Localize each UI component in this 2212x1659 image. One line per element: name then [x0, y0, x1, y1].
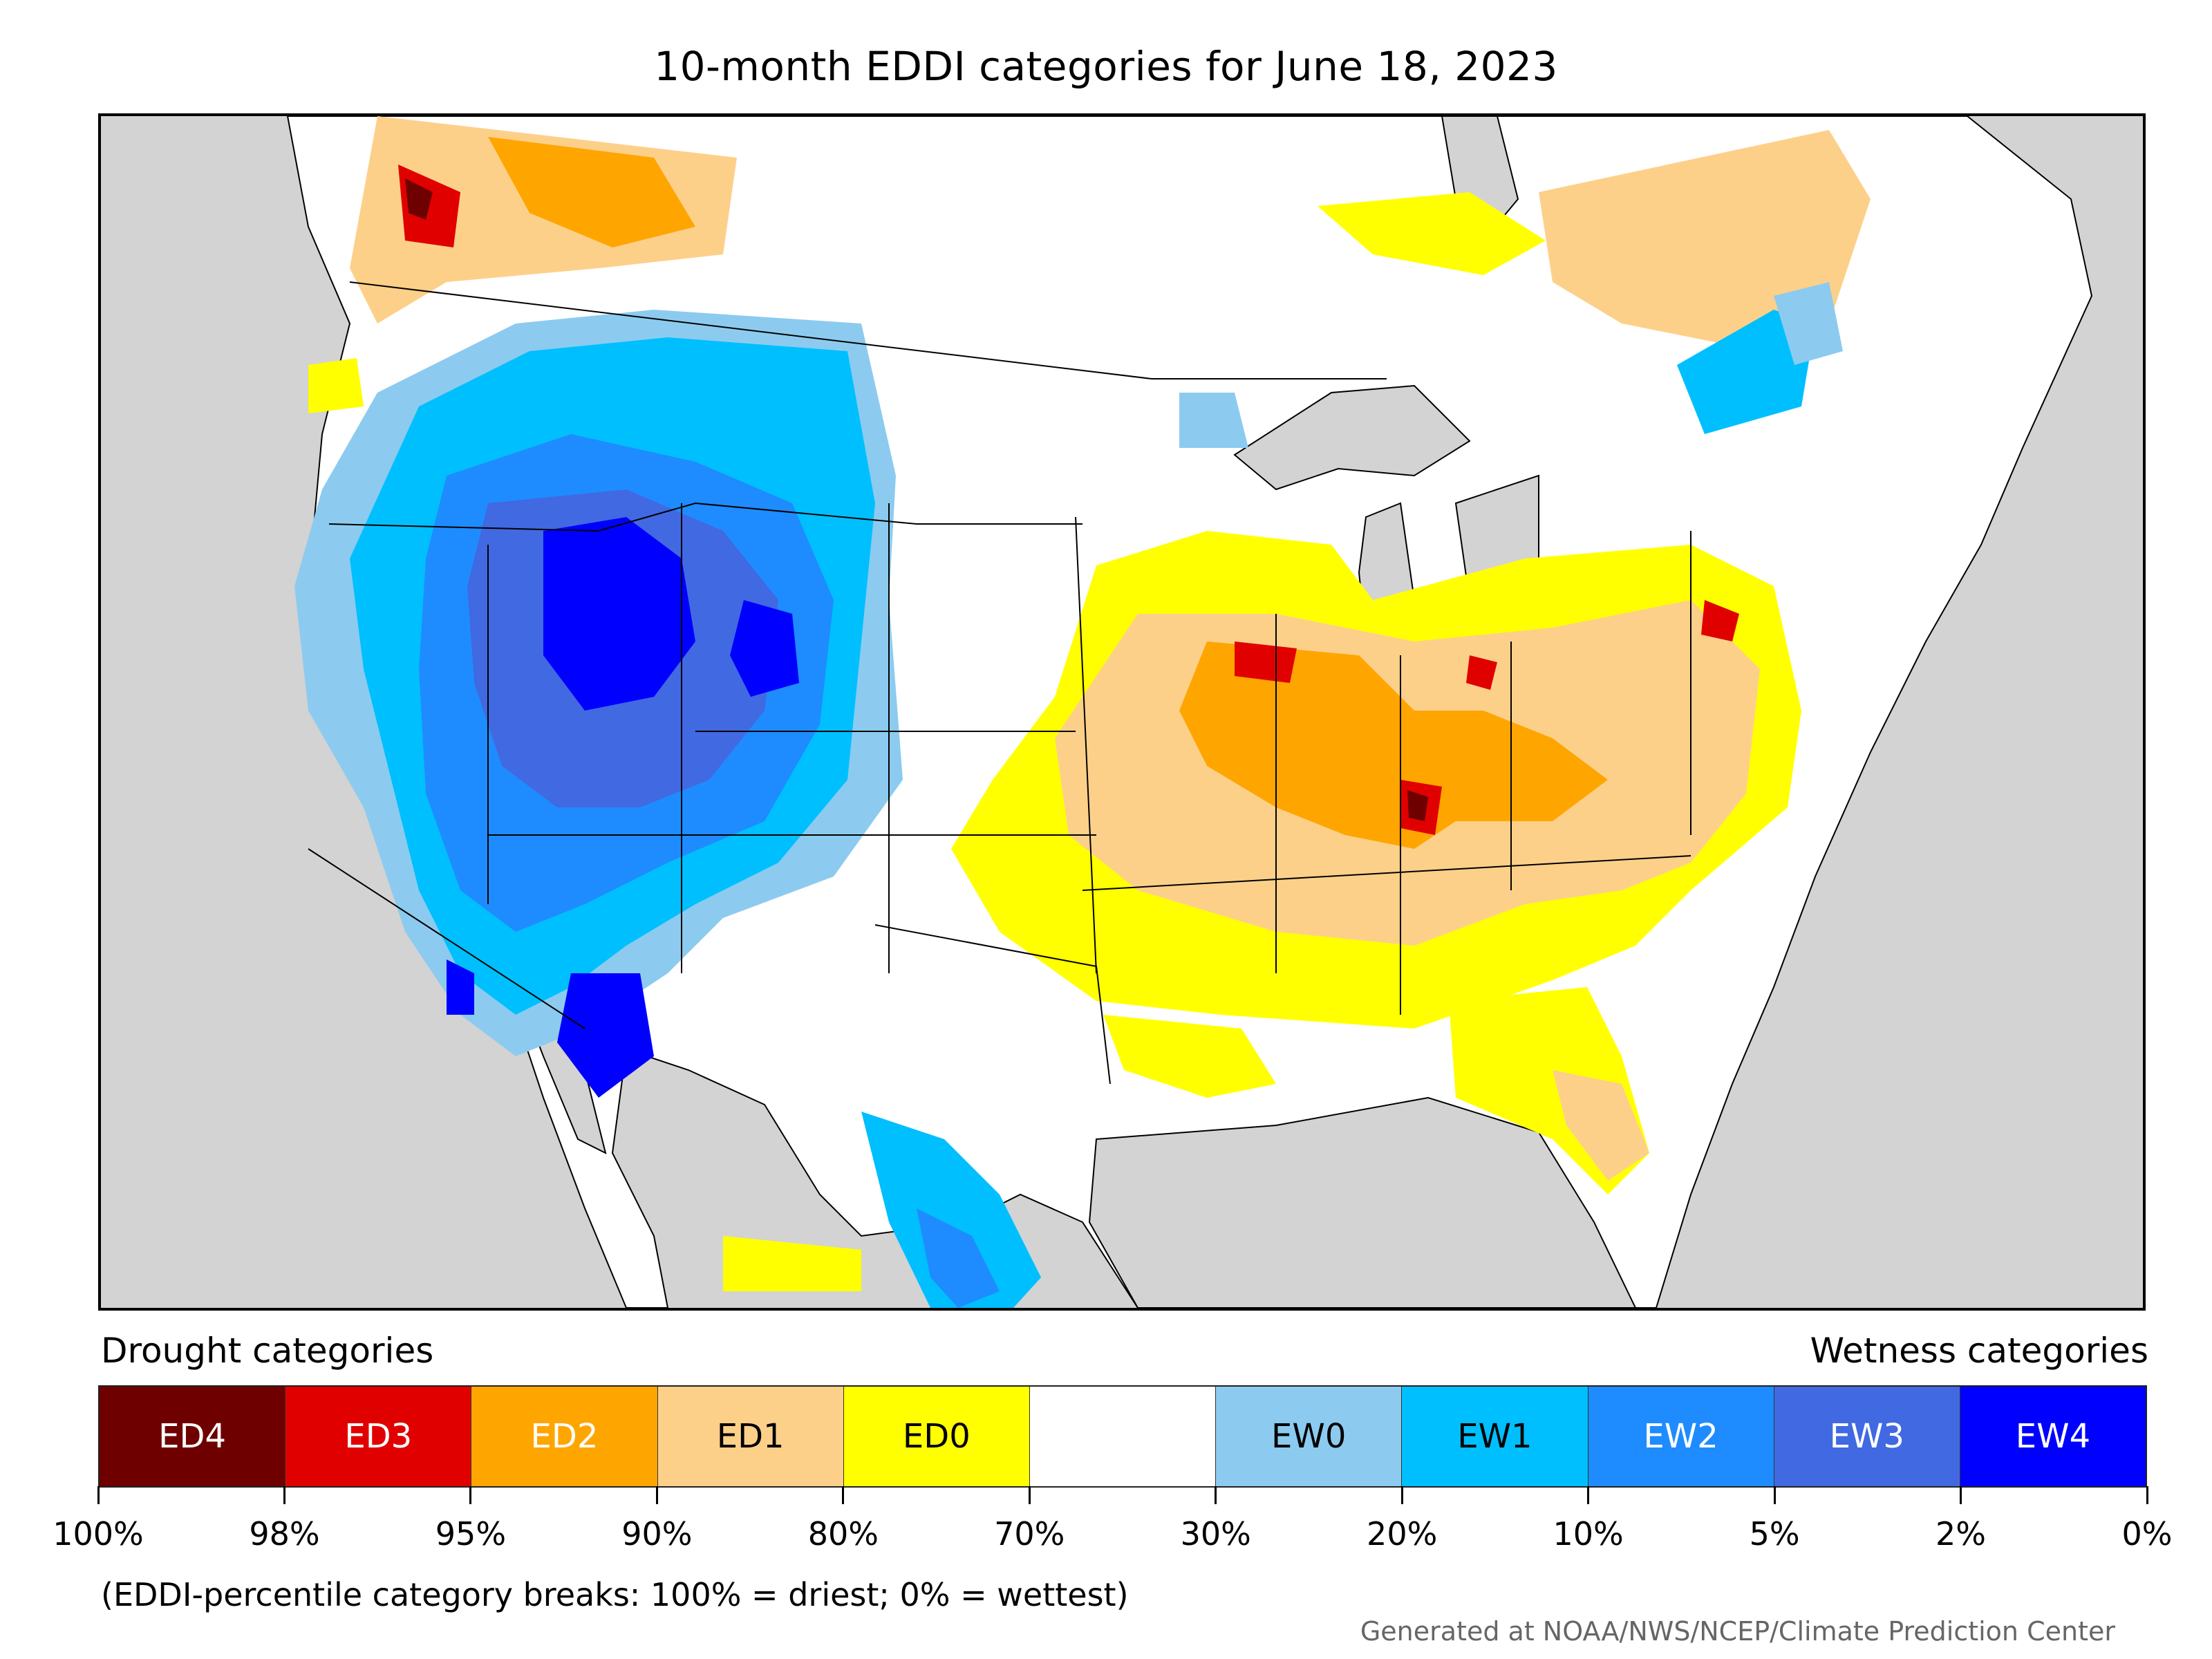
wetness-regions	[294, 282, 1843, 1308]
tick-label: 80%	[807, 1515, 879, 1553]
drought-categories-heading: Drought categories	[101, 1331, 434, 1371]
tick-mark	[1215, 1486, 1217, 1504]
category-breaks-note: (EDDI-percentile category breaks: 100% =…	[101, 1576, 1129, 1613]
tick-label: 90%	[621, 1515, 693, 1553]
legend-category-ed1: ED1	[657, 1387, 844, 1486]
tick-label: 100%	[53, 1515, 144, 1553]
tick-mark	[1400, 1486, 1403, 1504]
drought-regions	[308, 116, 1871, 1291]
tick-mark	[1773, 1486, 1776, 1504]
tick-mark	[1587, 1486, 1590, 1504]
map-title: 10-month EDDI categories for June 18, 20…	[654, 43, 1558, 90]
tick-mark	[1028, 1486, 1031, 1504]
boundary-lines	[308, 281, 1691, 1085]
legend-category-ed2: ED2	[471, 1387, 658, 1486]
gulf-of-mexico	[1088, 1096, 1637, 1308]
tick-mark	[655, 1486, 658, 1504]
legend-category-ew4: EW4	[1960, 1387, 2146, 1486]
wetness-categories-heading: Wetness categories	[1810, 1331, 2148, 1371]
legend-category-ew2: EW2	[1588, 1387, 1774, 1486]
tick-label: 20%	[1367, 1515, 1438, 1553]
tick-label: 95%	[435, 1515, 507, 1553]
legend-category-ew1: EW1	[1402, 1387, 1588, 1486]
tick-mark	[283, 1486, 285, 1504]
tick-label: 0%	[2121, 1515, 2173, 1553]
tick-label: 2%	[1936, 1515, 1987, 1553]
tick-mark	[469, 1486, 472, 1504]
tick-label: 30%	[1180, 1515, 1251, 1553]
tick-mark	[842, 1486, 845, 1504]
tick-label: 5%	[1749, 1515, 1800, 1553]
lake-superior	[1233, 384, 1471, 491]
legend-category-normal	[1029, 1387, 1217, 1486]
tick-mark	[97, 1486, 100, 1504]
credit-line: Generated at NOAA/NWS/NCEP/Climate Predi…	[1360, 1616, 2115, 1647]
tick-label: 98%	[249, 1515, 320, 1553]
legend-category-ed3: ED3	[285, 1387, 472, 1486]
map-panel	[98, 113, 2146, 1311]
tick-mark	[1960, 1486, 1962, 1504]
legend-category-ew0: EW0	[1216, 1387, 1403, 1486]
legend-category-ed4: ED4	[100, 1387, 286, 1486]
eddi-map	[286, 116, 2093, 1308]
category-colorbar: ED4 ED3 ED2 ED1 ED0 EW0 EW1 EW2 EW3 EW4	[98, 1385, 2147, 1488]
legend-category-ed0: ED0	[843, 1387, 1030, 1486]
tick-label: 70%	[994, 1515, 1065, 1553]
tick-label: 10%	[1553, 1515, 1624, 1553]
tick-mark	[2146, 1486, 2148, 1504]
legend-category-ew3: EW3	[1774, 1387, 1960, 1486]
